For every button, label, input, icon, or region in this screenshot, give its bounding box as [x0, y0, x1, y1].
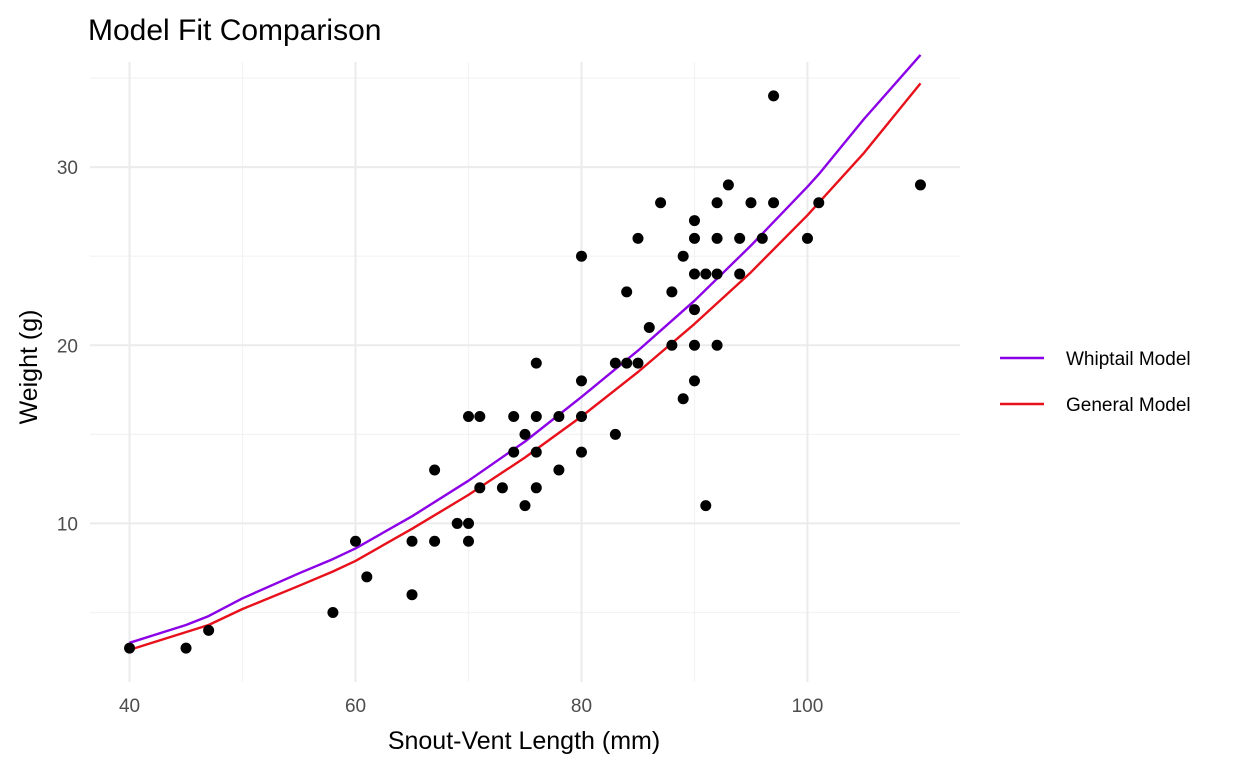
- x-tick-label: 80: [571, 696, 592, 717]
- series-lines: [129, 54, 922, 652]
- data-point: [688, 215, 700, 227]
- x-tick-label: 60: [345, 696, 366, 717]
- data-point: [609, 357, 621, 369]
- data-point: [609, 428, 621, 440]
- y-tick-label: 10: [57, 514, 78, 535]
- chart-title: Model Fit Comparison: [88, 14, 381, 47]
- series-line: [129, 82, 922, 652]
- data-point: [768, 90, 780, 102]
- tick-labels: 40 60 80 100 10 20 30: [57, 158, 823, 717]
- data-point: [180, 642, 192, 654]
- data-point: [801, 232, 813, 244]
- data-point: [553, 411, 565, 423]
- data-point: [530, 411, 542, 423]
- data-point: [688, 232, 700, 244]
- data-point: [530, 357, 542, 369]
- data-point: [745, 197, 757, 209]
- data-point: [688, 268, 700, 280]
- data-point: [519, 500, 531, 512]
- data-point: [700, 500, 712, 512]
- legend-label: General Model: [1066, 395, 1191, 416]
- grid: [90, 62, 960, 682]
- data-point: [575, 411, 587, 423]
- data-point: [575, 375, 587, 387]
- data-point: [474, 482, 486, 494]
- legend-label: Whiptail Model: [1066, 349, 1191, 370]
- data-point: [666, 286, 678, 298]
- y-tick-label: 20: [57, 336, 78, 357]
- data-point: [677, 250, 689, 262]
- x-axis-title: Snout-Vent Length (mm): [388, 727, 660, 755]
- x-tick-label: 40: [119, 696, 140, 717]
- data-point: [688, 339, 700, 351]
- data-point: [711, 232, 723, 244]
- data-point: [463, 411, 475, 423]
- data-point: [530, 482, 542, 494]
- data-point: [711, 339, 723, 351]
- data-point: [632, 232, 644, 244]
- data-point: [711, 197, 723, 209]
- data-point: [677, 393, 689, 405]
- data-point: [734, 268, 746, 280]
- data-point: [632, 357, 644, 369]
- data-point: [463, 517, 475, 529]
- data-point: [463, 535, 475, 547]
- data-point: [621, 357, 633, 369]
- data-point: [666, 339, 678, 351]
- data-point: [914, 179, 926, 191]
- data-point: [734, 232, 746, 244]
- data-point: [519, 428, 531, 440]
- x-tick-label: 100: [792, 696, 824, 717]
- data-point: [508, 411, 520, 423]
- data-point: [451, 517, 463, 529]
- data-point: [813, 197, 825, 209]
- data-point: [350, 535, 362, 547]
- data-point: [361, 571, 373, 583]
- data-point: [553, 464, 565, 476]
- data-point: [688, 375, 700, 387]
- data-point: [429, 464, 441, 476]
- series-line: [129, 54, 922, 644]
- data-point: [327, 607, 339, 619]
- data-point: [711, 268, 723, 280]
- data-point: [474, 411, 486, 423]
- data-point: [700, 268, 712, 280]
- data-point: [722, 179, 734, 191]
- data-point: [203, 624, 215, 636]
- legend: Whiptail Model General Model: [1000, 349, 1191, 416]
- data-point: [124, 642, 136, 654]
- data-point: [768, 197, 780, 209]
- data-point: [575, 250, 587, 262]
- y-tick-label: 30: [57, 158, 78, 179]
- y-axis-title: Weight (g): [15, 310, 43, 425]
- data-point: [575, 446, 587, 458]
- data-point: [406, 589, 418, 601]
- data-point: [530, 446, 542, 458]
- data-point: [756, 232, 768, 244]
- data-point: [688, 304, 700, 316]
- data-point: [496, 482, 508, 494]
- data-point: [508, 446, 520, 458]
- data-point: [621, 286, 633, 298]
- data-point: [429, 535, 441, 547]
- data-points: [124, 90, 926, 654]
- data-point: [643, 321, 655, 333]
- data-point: [655, 197, 667, 209]
- data-point: [406, 535, 418, 547]
